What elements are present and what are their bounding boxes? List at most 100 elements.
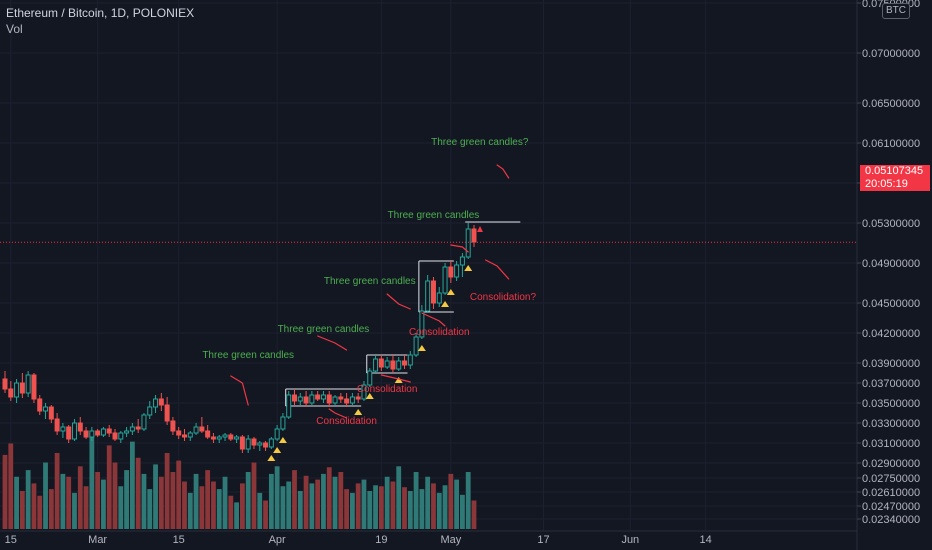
volume-bar [8, 443, 14, 529]
volume-bar [118, 486, 124, 529]
chart-title[interactable]: Ethereum / Bitcoin, 1D, POLONIEX [6, 6, 195, 20]
annotation-label: Consolidation? [470, 292, 537, 303]
signal-marker [464, 265, 473, 271]
volume-bar [321, 473, 326, 529]
drawn-arrow [380, 374, 411, 383]
volume-bar [384, 476, 390, 529]
volume-bar [228, 495, 234, 529]
volume-bar [2, 454, 8, 529]
signal-marker [441, 301, 450, 307]
price-tick-label: 0.03100000 [862, 438, 920, 450]
candle-body [37, 398, 43, 412]
drawn-arrow [485, 259, 510, 280]
volume-bar [309, 483, 315, 529]
bar-countdown: 20:05:19 [865, 178, 908, 190]
volume-bar [297, 491, 303, 529]
price-tick-label: 0.02610000 [862, 487, 920, 499]
volume-bar [106, 445, 112, 529]
annotation-label: Consolidation [357, 384, 418, 395]
drawn-arrow [421, 312, 446, 327]
price-tick-label: 0.03700000 [862, 378, 920, 390]
volume-bar [413, 472, 419, 529]
candle-body [367, 370, 373, 386]
candle-body [349, 396, 355, 404]
candle-body [465, 228, 471, 258]
signal-marker [354, 409, 363, 415]
candle-body [303, 396, 309, 404]
time-tick-label: Apr [269, 534, 286, 546]
candle-body [326, 394, 332, 404]
candle-body [413, 336, 419, 356]
candle-body [309, 394, 315, 404]
currency-badge[interactable]: BTC [882, 3, 910, 19]
volume-bar [77, 466, 83, 529]
volume-bar [182, 481, 187, 529]
annotation-label: Three green candles? [431, 137, 529, 148]
candle-body [129, 426, 135, 432]
volume-bar [350, 492, 355, 529]
volume-bar [216, 489, 222, 529]
consolidation-boxes [285, 221, 521, 407]
volume-bars [2, 434, 477, 529]
price-tick-label: 0.03500000 [862, 398, 920, 410]
candle-body [124, 430, 130, 434]
candle-body [390, 360, 396, 370]
candle-body [147, 406, 153, 416]
candle-body [361, 384, 367, 400]
time-tick-label: 19 [375, 534, 387, 546]
volume-bar [112, 462, 118, 529]
volume-bar [257, 492, 263, 529]
volume-bar [37, 495, 43, 529]
volume-bar [245, 472, 251, 529]
candle-body [268, 438, 274, 448]
candle-body [338, 396, 344, 400]
drawn-arrow [450, 244, 469, 253]
price-tick-label: 0.04200000 [862, 328, 920, 340]
volume-bar [344, 489, 350, 529]
candle-body [263, 442, 269, 448]
time-tick-label: 15 [5, 534, 17, 546]
candle-body [396, 360, 402, 370]
price-tick-label: 0.02900000 [862, 458, 920, 470]
candle-body [176, 430, 182, 436]
volume-bar [425, 476, 431, 529]
candle-body [210, 436, 216, 440]
volume-label[interactable]: Vol [6, 22, 23, 36]
candle-body [14, 382, 20, 398]
drawn-arrow [230, 375, 249, 406]
candle-body [158, 398, 164, 406]
candle-body [141, 414, 147, 430]
candle-body [71, 422, 77, 440]
volume-bar [89, 434, 95, 529]
volume-bar [465, 472, 471, 529]
volume-bar [129, 441, 135, 529]
candle-body [332, 396, 338, 404]
candle-body [54, 418, 60, 432]
candle-body [187, 432, 193, 438]
price-tick-label: 0.06500000 [862, 98, 920, 110]
volume-bar [222, 476, 228, 529]
volume-bar [460, 494, 465, 529]
volume-bar [263, 500, 268, 529]
candle-body [373, 358, 379, 372]
annotations: Three green candles Three green candles Th… [202, 137, 536, 427]
last-price-tag: 0.05107345 20:05:19 [860, 165, 930, 191]
candle-body [448, 266, 454, 278]
price-tick-label: 0.03900000 [862, 358, 920, 370]
volume-bar [72, 492, 77, 529]
volume-bar [396, 466, 402, 529]
volume-bar [234, 502, 239, 529]
candle-body [315, 394, 321, 400]
price-tick-label: 0.07000000 [862, 48, 920, 60]
candle-body [459, 256, 465, 266]
volume-bar [14, 476, 19, 529]
candle-body [239, 436, 245, 450]
signal-marker [278, 437, 287, 443]
candle-body [442, 266, 448, 294]
volume-bar [176, 460, 182, 529]
volume-bar [101, 479, 106, 529]
annotation-label: Consolidation [316, 416, 377, 427]
volume-bar [338, 472, 344, 529]
volume-bar [48, 489, 54, 529]
